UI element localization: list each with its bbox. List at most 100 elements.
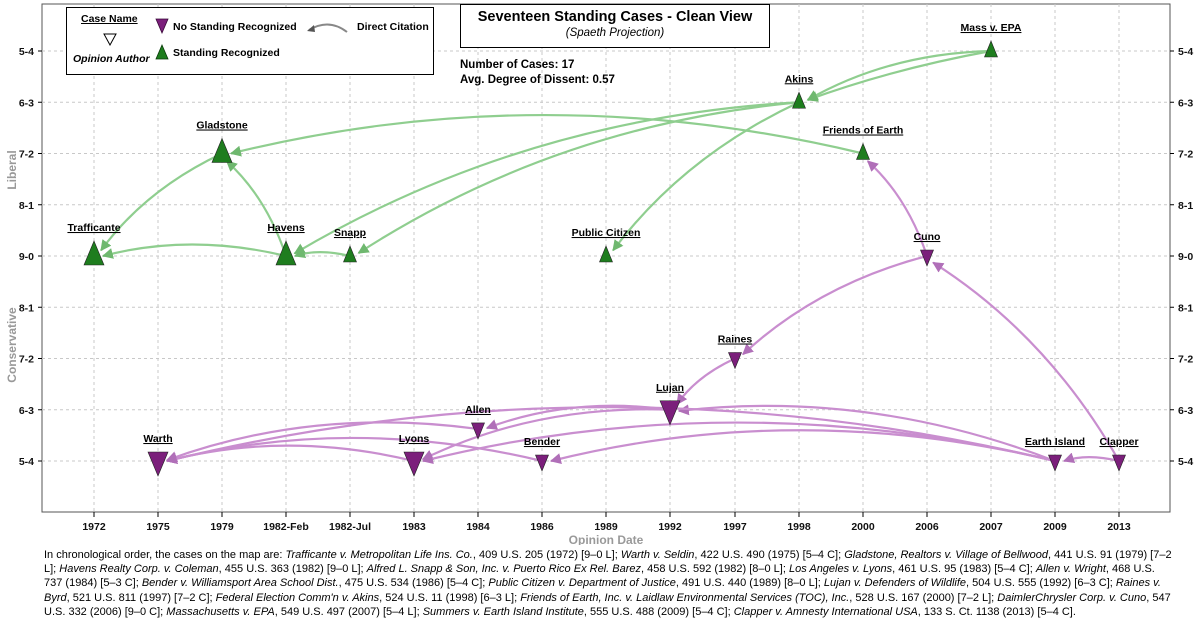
caption-case-cite: , 441 U.S. 91 (1979) [7–2 L]; bbox=[44, 549, 1172, 576]
y-axis-title-conservative: Conservative bbox=[5, 307, 19, 383]
citation-edge bbox=[932, 261, 1120, 462]
case-label: Clapper bbox=[1099, 436, 1138, 448]
caption-case-cite: , 491 U.S. 440 (1989) [8–0 L]; bbox=[675, 577, 824, 590]
caption-case-name: Allen v. Wright bbox=[1035, 563, 1106, 576]
case-label: Bender bbox=[524, 436, 560, 448]
caption-intro: In chronological order, the cases on the… bbox=[44, 549, 283, 561]
x-tick-label: 2009 bbox=[1043, 521, 1067, 533]
case-label: Lyons bbox=[399, 433, 430, 445]
chart-title-box: Seventeen Standing Cases - Clean View (S… bbox=[460, 4, 770, 48]
caption-case-cite: , 555 U.S. 488 (2009) [5–4 C]; bbox=[583, 605, 734, 618]
case-marker bbox=[920, 249, 934, 267]
x-tick-label: 1989 bbox=[594, 521, 618, 533]
x-tick-label: 1982-Jul bbox=[329, 521, 371, 533]
y-tick-label-right: 8-1 bbox=[1178, 302, 1193, 314]
caption-case-cite: , 549 U.S. 497 (2007) [5–4 L]; bbox=[274, 605, 423, 618]
caption-case-name: Warth v. Seldin bbox=[620, 549, 695, 561]
case-marker bbox=[792, 91, 806, 109]
citation-edge bbox=[421, 408, 671, 461]
chart-subtitle: (Spaeth Projection) bbox=[565, 27, 665, 39]
case-label: Warth bbox=[143, 433, 172, 445]
case-marker bbox=[984, 40, 998, 58]
x-tick-label: 1983 bbox=[402, 521, 426, 533]
caption-case-entry: Los Angeles v. Lyons, 461 U.S. 95 (1983)… bbox=[789, 563, 1036, 575]
caption-case-name: Trafficante v. Metropolitan Life Ins. Co… bbox=[285, 549, 473, 561]
case-marker bbox=[275, 240, 297, 266]
y-tick-label-left: 8-1 bbox=[19, 200, 34, 212]
case-marker bbox=[728, 352, 742, 370]
legend-no-standing-icon bbox=[155, 18, 169, 34]
citation-edge bbox=[100, 152, 223, 252]
y-axis-title-liberal: Liberal bbox=[5, 150, 19, 189]
y-tick-label-left: 9-0 bbox=[19, 251, 34, 263]
citation-edge bbox=[293, 247, 351, 259]
y-tick-label-right: 7-2 bbox=[1178, 149, 1193, 161]
caption-case-name: Lujan v. Defenders of Wildlife bbox=[823, 577, 967, 590]
citation-edge bbox=[677, 404, 1056, 463]
x-tick-label: 2013 bbox=[1107, 521, 1131, 533]
y-tick-label-left: 6-3 bbox=[19, 405, 34, 417]
citation-edge bbox=[612, 101, 800, 252]
case-marker bbox=[856, 142, 870, 160]
citation-edge bbox=[866, 160, 929, 257]
case-map-chart: 1972 1975 1979 1982-Feb 1982-Jul 1983 1984 1986… bbox=[5, 3, 1193, 545]
legend-author-triangle-icon bbox=[103, 33, 117, 46]
y-tick-label-right: 7-2 bbox=[1178, 354, 1193, 366]
case-label: Havens bbox=[267, 222, 305, 234]
caption-case-entry: Lujan v. Defenders of Wildlife, 504 U.S.… bbox=[824, 577, 1116, 589]
y-tick-label-left: 6-3 bbox=[19, 97, 34, 109]
caption-case-cite: , 524 U.S. 11 (1998) [6–3 L]; bbox=[379, 591, 521, 604]
citation-edge bbox=[101, 243, 287, 259]
caption-case-cite: , 475 U.S. 534 (1986) [5–4 C]; bbox=[338, 577, 489, 590]
legend-citation-label: Direct Citation bbox=[357, 21, 429, 33]
case-label: Cuno bbox=[914, 231, 941, 243]
legend-case-name: Case Name bbox=[81, 13, 138, 25]
caption-case-name: Public Citizen v. Department of Justice bbox=[488, 577, 676, 590]
case-label: Public Citizen bbox=[572, 227, 641, 239]
caption-case-name: Gladstone, Realtors v. Village of Bellwo… bbox=[844, 549, 1049, 561]
citation-edge bbox=[165, 421, 479, 462]
case-label: Gladstone bbox=[196, 120, 248, 132]
avg-dissent: Avg. Degree of Dissent: 0.57 bbox=[460, 74, 615, 86]
x-tick-label: 1972 bbox=[82, 521, 106, 533]
citation-edge bbox=[225, 160, 288, 257]
y-tick-label-left: 7-2 bbox=[19, 149, 34, 161]
caption-case-cite: , 409 U.S. 205 (1972) [9–0 L]; bbox=[472, 549, 621, 561]
caption-case-name: Summers v. Earth Island Institute bbox=[422, 605, 584, 618]
case-label: Trafficante bbox=[67, 222, 120, 234]
legend: Case Name Opinion Author No Standing Rec… bbox=[66, 7, 434, 75]
case-marker bbox=[535, 454, 549, 472]
x-tick-label: 1998 bbox=[787, 521, 811, 533]
case-marker bbox=[147, 451, 169, 477]
caption-case-name: DaimlerChrysler Corp. v. Cuno bbox=[997, 591, 1147, 604]
caption-case-entry: Federal Election Comm'n v. Akins, 524 U.… bbox=[216, 592, 521, 604]
citation-edge bbox=[165, 406, 1056, 464]
caption-case-name: Clapper v. Amnesty International USA bbox=[733, 605, 918, 618]
caption-case-cite: , 455 U.S. 363 (1982) [9–0 L]; bbox=[218, 563, 367, 576]
caption-case-name: Havens Realty Corp. v. Coleman bbox=[59, 563, 219, 576]
chart-title: Seventeen Standing Cases - Clean View bbox=[477, 9, 753, 25]
citation-edge bbox=[1062, 452, 1120, 464]
caption-case-entry: Trafficante v. Metropolitan Life Ins. Co… bbox=[286, 549, 621, 561]
x-tick-label: 1992 bbox=[658, 521, 682, 533]
case-label: Lujan bbox=[656, 382, 684, 394]
case-label: Raines bbox=[718, 334, 753, 346]
case-label: Earth Island bbox=[1025, 436, 1085, 448]
y-tick-label-right: 5-4 bbox=[1178, 456, 1193, 468]
caption-case-cite: , 458 U.S. 592 (1982) [8–0 L]; bbox=[640, 563, 789, 576]
legend-standing-label: Standing Recognized bbox=[173, 47, 280, 59]
caption-case-cite: , 133 S. Ct. 1138 (2013) [5–4 C]. bbox=[917, 605, 1076, 618]
y-tick-label-left: 8-1 bbox=[19, 302, 34, 314]
caption-case-cite: , 504 U.S. 555 (1992) [6–3 C]; bbox=[966, 577, 1116, 590]
caption-case-cite: , 422 U.S. 490 (1975) [5–4 C]; bbox=[694, 549, 845, 561]
legend-citation-arrow-icon bbox=[307, 23, 348, 33]
caption-case-name: Los Angeles v. Lyons bbox=[788, 563, 893, 576]
y-tick-label-right: 9-0 bbox=[1178, 251, 1193, 263]
caption-case-entry: Friends of Earth, Inc. v. Laidlaw Enviro… bbox=[520, 592, 997, 604]
case-marker bbox=[403, 451, 425, 477]
x-axis-title: Opinion Date bbox=[569, 533, 644, 545]
caption-case-name: Alfred L. Snapp & Son, Inc. v. Puerto Ri… bbox=[366, 563, 641, 576]
case-marker bbox=[83, 240, 105, 266]
caption-case-name: Bender v. Williamsport Area School Dist. bbox=[141, 577, 339, 590]
x-tick-label: 1975 bbox=[146, 521, 170, 533]
